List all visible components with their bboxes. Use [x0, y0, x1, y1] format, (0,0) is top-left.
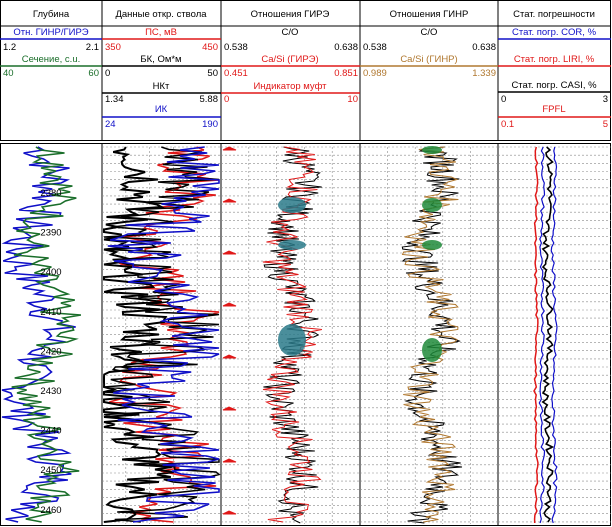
depth-tick-label: 2380 — [40, 188, 61, 199]
depth-tick-label: 2440 — [40, 426, 61, 437]
casi-error-label: Стат. погр. CASI, % — [511, 80, 597, 91]
ginr-casi-label: Ca/Si (ГИНР) — [400, 54, 457, 65]
section-max: 60 — [88, 68, 99, 79]
ps-curve-label: ПС, мВ — [145, 27, 177, 38]
depth-tick-label: 2430 — [40, 386, 61, 397]
bk-curve-label: БК, Ом*м — [140, 54, 181, 65]
header-frame — [0, 0, 611, 141]
collar-marker — [222, 354, 237, 359]
gire-co-label: C/O — [282, 27, 299, 38]
nkt-curve — [102, 146, 175, 523]
ik2-max: 190 — [202, 119, 218, 130]
ginr-fill-patch — [422, 146, 442, 154]
ik-curve — [107, 146, 220, 523]
ginr-co-min: 0.538 — [363, 42, 387, 53]
gire-fill-patch — [278, 324, 306, 356]
well-data-column-title: Данные откр. ствола — [115, 9, 207, 20]
collar-marker — [222, 146, 237, 151]
depth-tick-label: 2390 — [40, 228, 61, 239]
casi-error-max: 3 — [603, 94, 608, 105]
error-column-title: Стат. погрешности — [513, 9, 595, 20]
log-curves — [1, 146, 558, 524]
depth-column-title: Глубина — [33, 9, 70, 20]
muft-max: 10 — [347, 94, 358, 105]
ginr-casi-max: 1.339 — [472, 68, 496, 79]
ps-max: 450 — [202, 42, 218, 53]
depth-tick-label: 2420 — [40, 346, 61, 357]
fpfl-label: FPFL — [542, 104, 565, 115]
gire-co-max: 0.638 — [334, 42, 358, 53]
fpfl-max: 5 — [603, 119, 608, 130]
gire-casi-label: Ca/Si (ГИРЭ) — [261, 54, 318, 65]
gire-casi-max: 0.851 — [334, 68, 358, 79]
liri-error-curve — [550, 146, 558, 524]
ginr-co-max: 0.638 — [472, 42, 496, 53]
ik-max: 5.88 — [200, 94, 219, 105]
collar-marker — [222, 198, 237, 203]
collar-marker — [222, 302, 237, 307]
depth-tick-label: 2450 — [40, 465, 61, 476]
depth-tick-label: 2460 — [40, 505, 61, 516]
casi-error-min: 0 — [501, 94, 506, 105]
gire-fill-patch — [278, 240, 306, 250]
bk-min: 0 — [105, 68, 110, 79]
ginr-casi-curve — [401, 146, 459, 523]
ratio-max: 2.1 — [86, 42, 99, 53]
ratio-curve-label: Отн. ГИНР/ГИРЭ — [13, 27, 88, 38]
cor-error-curve — [538, 146, 546, 524]
fpfl-min: 0.1 — [501, 119, 514, 130]
gire-co-min: 0.538 — [224, 42, 248, 53]
ginr-co-label: C/O — [421, 27, 438, 38]
cor-error-label: Стат. погр. COR, % — [512, 27, 597, 38]
depth-tick-label: 2400 — [40, 267, 61, 278]
section-curve — [11, 146, 82, 523]
collar-marker — [222, 250, 237, 255]
casi-error-curve — [541, 146, 555, 523]
ik-min: 1.34 — [105, 94, 124, 105]
ik-curve-label: ИК — [155, 104, 168, 115]
collar-marker — [222, 406, 237, 411]
gire-fill-patch — [278, 197, 306, 213]
ps-min: 350 — [105, 42, 121, 53]
muft-min: 0 — [224, 94, 229, 105]
ginr-casi-min: 0.989 — [363, 68, 387, 79]
ik2-min: 24 — [105, 119, 116, 130]
fpfl-curve — [533, 146, 539, 524]
section-curve-label: Сечение, с.u. — [22, 54, 81, 65]
depth-tick-label: 2410 — [40, 307, 61, 318]
ratio-min: 1.2 — [3, 42, 16, 53]
ginr-fill-patch — [422, 240, 442, 250]
ratio-curve — [1, 146, 76, 523]
ginr-column-title: Отношения ГИНР — [390, 9, 469, 20]
gire-casi-min: 0.451 — [224, 68, 248, 79]
depth-axis: 2380 2390 2400 2410 2420 2430 2440 2450 2460 — [40, 188, 61, 516]
bk-max: 50 — [207, 68, 218, 79]
collar-marker — [222, 510, 237, 515]
collar-marker — [222, 458, 237, 463]
section-min: 40 — [3, 68, 14, 79]
gire-column-title: Отношения ГИРЭ — [251, 9, 330, 20]
ginr-fill-patch — [422, 198, 442, 212]
muft-label: Индикатор муфт — [253, 81, 327, 92]
nkt-curve-label: НКт — [153, 81, 170, 92]
ginr-fill-patch — [422, 338, 442, 362]
liri-error-label: Стат. погр. LIRI, % — [514, 54, 595, 65]
